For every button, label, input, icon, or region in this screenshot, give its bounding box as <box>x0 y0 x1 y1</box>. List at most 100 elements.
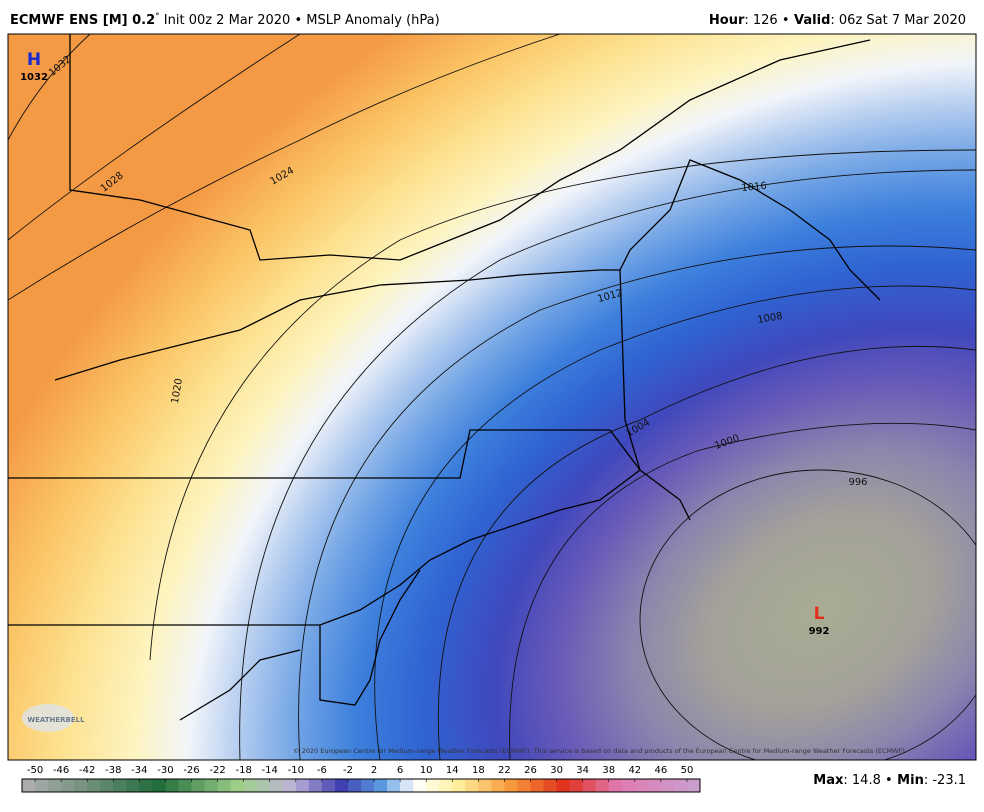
colorbar-tick-label: 42 <box>628 765 641 776</box>
colorbar-swatch <box>439 779 453 792</box>
contour-label: 1020 <box>170 378 185 405</box>
colorbar-swatch <box>634 779 649 792</box>
colorbar-swatch <box>569 779 584 792</box>
colorbar-tick-label: 14 <box>446 765 459 776</box>
colorbar-swatch <box>374 779 388 792</box>
hour-label: Hour <box>709 13 745 28</box>
max-value: : 14.8 <box>843 773 885 788</box>
min-label: Min <box>893 773 924 788</box>
colorbar-tick-label: -26 <box>183 765 199 776</box>
colorbar-swatch <box>256 779 271 792</box>
colorbar-tick-label: 50 <box>681 765 694 776</box>
colorbar-tick-label: -38 <box>105 765 121 776</box>
logo: WEATHERBELL <box>27 716 85 724</box>
colorbar-tick-label: 10 <box>420 765 433 776</box>
contour-label: 1016 <box>741 181 767 194</box>
colorbar-swatch <box>204 779 219 792</box>
colorbar-tick-label: -30 <box>157 765 173 776</box>
colorbar-swatch <box>543 779 558 792</box>
colorbar-swatch <box>517 779 531 792</box>
colorbar-tick-label: 6 <box>397 765 403 776</box>
colorbar-swatch <box>361 779 375 792</box>
colorbar-tick-label: 30 <box>550 765 563 776</box>
colorbar-swatch <box>673 779 688 792</box>
model-name: ECMWF ENS [M] 0.2 <box>10 13 155 28</box>
high-symbol: H <box>27 50 41 70</box>
colorbar-swatch <box>48 779 62 792</box>
colorbar-tick-label: -34 <box>131 765 147 776</box>
colorbar-tick-label: -22 <box>209 765 225 776</box>
colorbar-swatch <box>191 779 206 792</box>
low-value: 992 <box>809 626 830 637</box>
valid-time: : 06z Sat 7 Mar 2020 <box>830 13 966 28</box>
colorbar-swatch <box>556 779 571 792</box>
colorbar-swatch <box>282 779 297 792</box>
colorbar-swatch <box>334 779 349 792</box>
colorbar: -50 -46 -42 -38 -34 -30 -26 -22 -18 -14 -10 -6 -2 2 6 1… <box>21 765 701 793</box>
isobars <box>8 34 976 760</box>
colorbar-swatch <box>61 779 75 792</box>
logo-badge <box>22 704 74 732</box>
contour-label: 996 <box>848 477 867 488</box>
colorbar-tick-label: -10 <box>288 765 304 776</box>
anomaly-field <box>8 34 976 760</box>
colorbar-swatch <box>347 779 362 792</box>
colorbar-swatch <box>217 779 232 792</box>
colorbar-tick-label: -2 <box>343 765 353 776</box>
colorbar-swatch <box>243 779 258 792</box>
map-frame <box>7 33 977 761</box>
colorbar-swatch <box>87 779 101 792</box>
colorbar-tick-label: -18 <box>235 765 251 776</box>
colorbar-tick-label: -46 <box>53 765 69 776</box>
colorbar-swatch <box>426 779 440 792</box>
colorbar-swatch <box>491 779 505 792</box>
colorbar-swatch <box>686 779 701 792</box>
init-time: Init 00z 2 Mar 2020 <box>160 13 295 28</box>
colorbar-swatch <box>100 779 114 792</box>
colorbar-swatch <box>35 779 49 792</box>
colorbar-swatch <box>308 779 323 792</box>
colorbar-swatch <box>178 779 192 792</box>
colorbar-tick-label: -50 <box>27 765 43 776</box>
colorbar-swatch <box>387 779 401 792</box>
colorbar-swatch <box>321 779 336 792</box>
svg-text:Max: 14.8 • Min: -23.1: Max: 14.8 • Min: -23.1 <box>813 773 966 788</box>
colorbar-tick-label: -6 <box>317 765 327 776</box>
colorbar-tick-label: 34 <box>576 765 589 776</box>
colorbar-swatch <box>139 779 153 792</box>
coastlines <box>8 34 881 721</box>
colorbar-swatch <box>452 779 466 792</box>
colorbar-swatch <box>647 779 662 792</box>
svg-text:Hour: 126 • Valid: 06z Sat 7 M: Hour: 126 • Valid: 06z Sat 7 Mar 2020 <box>709 13 966 28</box>
colorbar-swatch <box>582 779 597 792</box>
high-value: 1032 <box>20 72 48 83</box>
colorbar-swatch <box>504 779 518 792</box>
colorbar-swatch <box>22 779 36 792</box>
colorbar-frame <box>21 778 701 793</box>
colorbar-tick-label: 38 <box>602 765 615 776</box>
colorbar-tick-label: -14 <box>262 765 278 776</box>
colorbar-swatch <box>595 779 610 792</box>
colorbar-swatch <box>230 779 245 792</box>
colorbar-swatch <box>465 779 479 792</box>
colorbar-tick-label: -42 <box>79 765 95 776</box>
field-name: MSLP Anomaly (hPa) <box>302 13 440 28</box>
colorbar-swatch <box>295 779 310 792</box>
min-value: : -23.1 <box>924 773 966 788</box>
colorbar-swatch <box>478 779 492 792</box>
colorbar-tick-label: 2 <box>371 765 377 776</box>
copyright: © 2020 European Centre for Medium-range … <box>293 747 907 755</box>
colorbar-swatch <box>400 779 414 792</box>
separator: • <box>782 13 790 28</box>
contour-label: 1008 <box>757 311 784 326</box>
colorbar-swatch <box>530 779 545 792</box>
separator: • <box>885 773 893 788</box>
separator: • <box>294 13 302 28</box>
svg-text:ECMWF ENS [M] 0.2° Init 00z 2: ECMWF ENS [M] 0.2° Init 00z 2 Mar 2020 •… <box>10 12 440 28</box>
degree: ° <box>155 12 160 22</box>
valid-label: Valid <box>790 13 831 28</box>
colorbar-tick-label: 26 <box>524 765 537 776</box>
